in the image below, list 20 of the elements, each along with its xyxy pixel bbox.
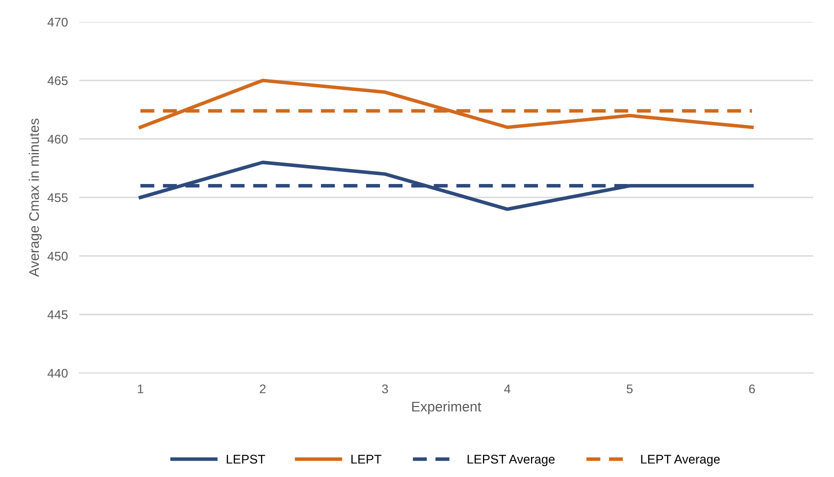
y-tick-label: 470 xyxy=(48,18,68,27)
x-tick-label: 6 xyxy=(749,384,755,394)
legend-label: LEPST xyxy=(226,454,266,464)
x-tick-label: 2 xyxy=(260,384,266,394)
y-tick-label: 460 xyxy=(48,134,68,144)
x-tick-label: 4 xyxy=(504,384,510,394)
y-tick-label: 445 xyxy=(48,310,68,320)
y-tick-label: 450 xyxy=(48,252,68,261)
legend-label: LEPT Average xyxy=(641,454,720,466)
legend-label: LEPT xyxy=(351,454,382,464)
y-axis-title: Average Cmax in minutes xyxy=(28,118,42,277)
line-series xyxy=(138,78,754,129)
x-tick-label: 1 xyxy=(138,384,144,394)
x-tick-label: 5 xyxy=(626,384,633,394)
legend-label: LEPST Average xyxy=(468,454,555,466)
y-tick-label: 465 xyxy=(48,76,68,86)
x-tick-label: 3 xyxy=(382,384,388,394)
y-tick-label: 455 xyxy=(48,193,68,202)
x-axis-title: Experiment xyxy=(412,401,482,414)
y-tick-label: 440 xyxy=(48,368,68,378)
